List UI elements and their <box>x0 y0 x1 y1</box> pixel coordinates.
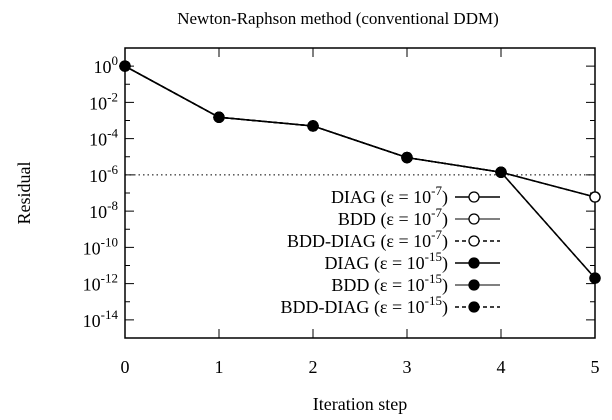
legend-label: BDD-DIAG (ε = 10-7) <box>287 227 448 252</box>
data-point <box>401 151 413 164</box>
x-tick-label: 0 <box>121 357 130 377</box>
legend-marker <box>468 191 480 203</box>
y-tick-label: 10-4 <box>89 126 118 150</box>
legend-entry: DIAG (ε = 10-7) <box>331 183 500 208</box>
x-tick-label: 4 <box>497 357 506 377</box>
y-tick-label: 10-12 <box>83 271 118 295</box>
series-bdd-diag-epsm7 <box>119 60 601 203</box>
data-point <box>307 120 319 132</box>
legend-label: BDD (ε = 10-15) <box>331 271 448 296</box>
legend-label: BDD (ε = 10-7) <box>338 205 448 230</box>
legend-label: DIAG (ε = 10-7) <box>331 183 448 208</box>
series-diag-epsm7 <box>119 60 601 203</box>
legend-entry: DIAG (ε = 10-15) <box>324 249 500 274</box>
y-axis: 100 10-2 10-4 10-6 10-8 10-10 10-12 10-14 <box>83 53 595 331</box>
data-point <box>589 272 601 284</box>
legend-label: BDD-DIAG (ε = 10-15) <box>280 293 448 318</box>
data-point <box>589 191 601 203</box>
x-tick-label: 1 <box>215 357 224 377</box>
y-tick-label: 10-8 <box>89 198 118 222</box>
series-line <box>124 65 596 198</box>
data-point <box>213 111 225 123</box>
series-line <box>124 65 596 279</box>
y-tick-label: 100 <box>94 53 119 77</box>
series-line <box>124 65 596 198</box>
legend-marker <box>468 257 480 269</box>
x-axis: 0 1 2 3 4 5 <box>121 48 600 377</box>
series-layer <box>119 60 601 284</box>
legend-marker <box>468 213 480 225</box>
series-bdd-diag-epsm15 <box>119 60 601 284</box>
y-tick-label: 10-10 <box>83 234 118 258</box>
legend-marker <box>468 301 480 313</box>
series-bdd-epsm7 <box>119 60 601 203</box>
legend-entry: BDD-DIAG (ε = 10-15) <box>280 293 500 318</box>
y-axis-label: Residual <box>14 162 34 225</box>
data-point <box>495 166 507 178</box>
legend-marker <box>468 279 480 291</box>
legend-marker <box>468 235 480 247</box>
legend-entry: BDD (ε = 10-7) <box>338 205 500 230</box>
data-point <box>119 60 131 72</box>
legend: DIAG (ε = 10-7)BDD (ε = 10-7)BDD-DIAG (ε… <box>280 183 500 318</box>
legend-entry: BDD-DIAG (ε = 10-7) <box>287 227 500 252</box>
y-tick-label: 10-2 <box>89 89 118 113</box>
x-tick-label: 3 <box>403 357 412 377</box>
legend-label: DIAG (ε = 10-15) <box>324 249 448 274</box>
x-axis-label: Iteration step <box>313 394 407 414</box>
x-tick-label: 2 <box>309 357 318 377</box>
legend-entry: BDD (ε = 10-15) <box>331 271 500 296</box>
chart-title: Newton-Raphson method (conventional DDM) <box>177 9 499 28</box>
y-tick-label: 10-14 <box>83 307 119 331</box>
x-tick-label: 5 <box>591 357 600 377</box>
series-line <box>124 65 596 198</box>
y-tick-label: 10-6 <box>89 162 118 186</box>
